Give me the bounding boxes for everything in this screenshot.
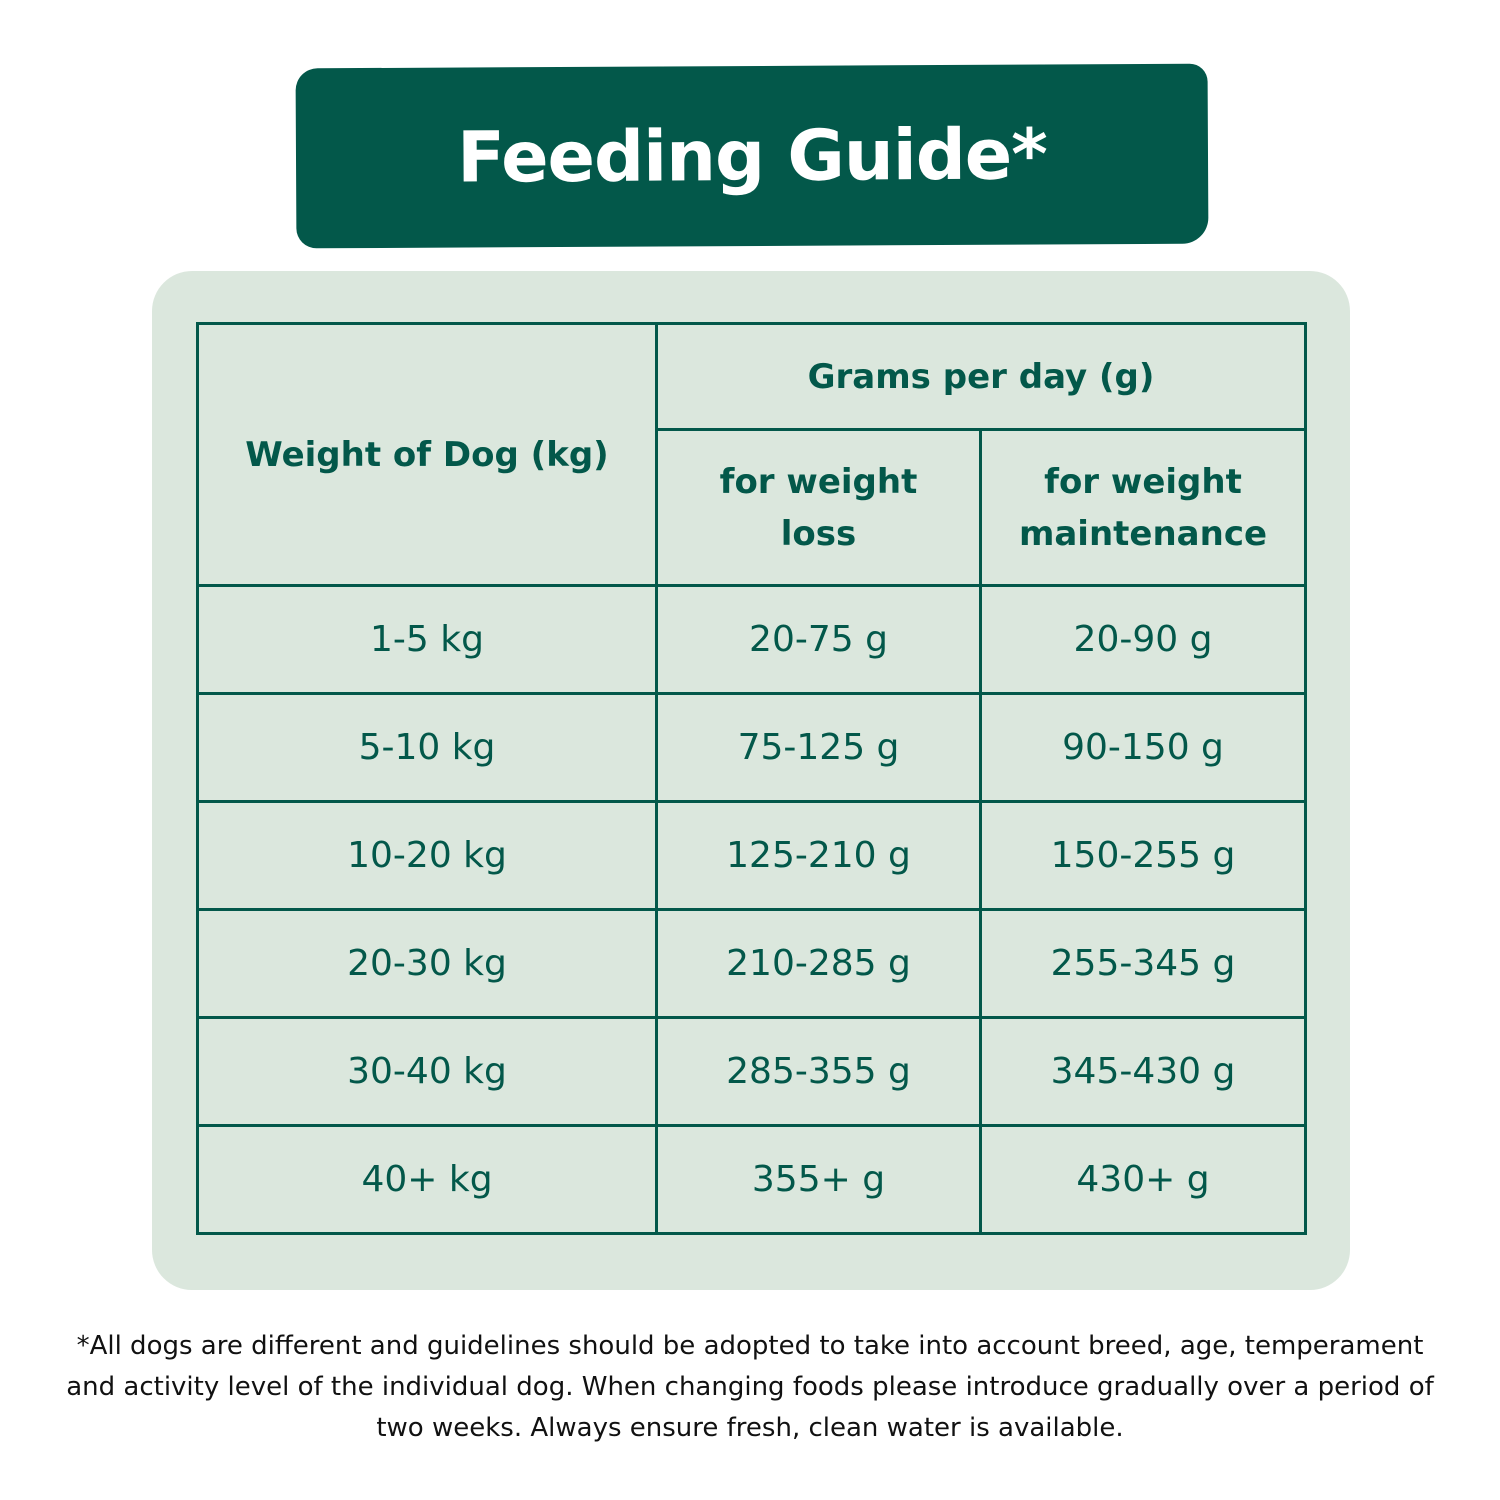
table-row: 5-10 kg 75-125 g 90-150 g xyxy=(196,692,1307,803)
cell-weight: 40+ kg xyxy=(196,1124,658,1235)
header-weight: Weight of Dog (kg) xyxy=(196,322,658,587)
cell-maintenance: 150-255 g xyxy=(979,800,1307,911)
cell-maintenance: 345-430 g xyxy=(979,1016,1307,1127)
table-row: 10-20 kg 125-210 g 150-255 g xyxy=(196,800,1307,911)
cell-loss: 355+ g xyxy=(655,1124,982,1235)
cell-loss: 210-285 g xyxy=(655,908,982,1019)
page-title: Feeding Guide* xyxy=(456,113,1048,199)
table-row: 20-30 kg 210-285 g 255-345 g xyxy=(196,908,1307,1019)
cell-maintenance: 90-150 g xyxy=(979,692,1307,803)
table-row: 30-40 kg 285-355 g 345-430 g xyxy=(196,1016,1307,1127)
cell-loss: 75-125 g xyxy=(655,692,982,803)
table-row: 40+ kg 355+ g 430+ g xyxy=(196,1124,1307,1235)
cell-loss: 20-75 g xyxy=(655,584,982,695)
cell-weight: 1-5 kg xyxy=(196,584,658,695)
cell-weight: 10-20 kg xyxy=(196,800,658,911)
footnote: *All dogs are different and guidelines s… xyxy=(66,1331,1434,1443)
cell-maintenance: 255-345 g xyxy=(979,908,1307,1019)
cell-loss: 285-355 g xyxy=(655,1016,982,1127)
cell-weight: 20-30 kg xyxy=(196,908,658,1019)
table-row: 1-5 kg 20-75 g 20-90 g xyxy=(196,584,1307,695)
cell-weight: 5-10 kg xyxy=(196,692,658,803)
cell-maintenance: 430+ g xyxy=(979,1124,1307,1235)
title-banner: Feeding Guide* xyxy=(295,63,1209,249)
cell-loss: 125-210 g xyxy=(655,800,982,911)
cell-maintenance: 20-90 g xyxy=(979,584,1307,695)
cell-weight: 30-40 kg xyxy=(196,1016,658,1127)
header-weight-maintenance: for weight maintenance xyxy=(979,428,1307,587)
header-weight-loss: for weight loss xyxy=(655,428,982,587)
header-grams-per-day: Grams per day (g) xyxy=(655,322,1307,431)
feeding-table: Weight of Dog (kg) Grams per day (g) for… xyxy=(196,322,1307,1235)
